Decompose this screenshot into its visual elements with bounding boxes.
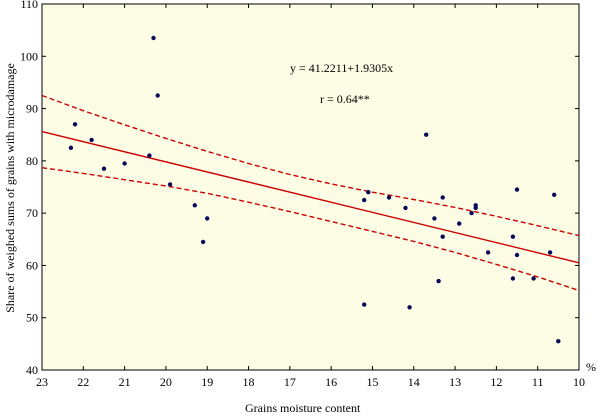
data-point [547, 250, 553, 255]
x-tick-label: 11 [532, 375, 544, 389]
data-point [440, 234, 445, 239]
regression-line-group [41, 130, 580, 264]
y-tick-label: 50 [26, 311, 38, 325]
x-tick-label: 14 [408, 375, 420, 389]
confidence-bands [41, 94, 580, 292]
data-point [366, 190, 371, 195]
correlation-label: r = 0.64** [320, 92, 370, 106]
x-tick-label: 12 [490, 375, 502, 389]
data-point [68, 145, 74, 150]
data-point [556, 339, 561, 344]
data-point [89, 137, 94, 143]
data-point [510, 276, 516, 281]
data-points [68, 35, 561, 344]
x-tick-label: 13 [449, 375, 461, 389]
x-tick-label: 21 [119, 375, 131, 389]
x-axis-title: Grains moisture content [245, 401, 361, 415]
x-tick-label: 22 [77, 375, 89, 389]
y-tick-label: 80 [26, 154, 38, 168]
x-tick-label: 18 [243, 375, 255, 389]
data-point [122, 161, 127, 166]
data-point [72, 122, 78, 127]
x-tick-label: 16 [325, 375, 337, 389]
data-point [531, 276, 536, 281]
x-tick-label: 20 [160, 375, 172, 389]
data-point [155, 93, 160, 98]
x-tick-label: 23 [36, 375, 48, 389]
y-tick-label: 70 [26, 206, 38, 220]
data-point [552, 192, 557, 197]
data-point [205, 216, 210, 221]
y-tick-label: 40 [26, 363, 38, 377]
data-point [432, 216, 437, 221]
x-axis-unit: % [586, 360, 596, 374]
data-point [436, 278, 441, 284]
axis-ticks: 23 22 21 20 19 18 17 16 15 14 13 12 11 10 40 50 60 70 80 90… [20, 0, 585, 389]
x-tick-label: 10 [573, 375, 585, 389]
data-point [101, 166, 107, 171]
data-point [362, 302, 367, 307]
y-tick-label: 90 [26, 102, 38, 116]
data-point [469, 210, 474, 216]
data-point [457, 221, 462, 226]
data-point [192, 203, 197, 208]
regression-line [41, 130, 580, 264]
data-point [485, 250, 491, 255]
data-point [403, 205, 408, 211]
confidence-lower-line [41, 167, 580, 292]
data-point [473, 203, 478, 208]
confidence-upper-line [41, 94, 580, 237]
data-point [167, 182, 173, 187]
x-tick-label: 19 [201, 375, 213, 389]
y-axis-title: Share of weighed sums of grains with mic… [3, 63, 17, 313]
plot-area [41, 3, 580, 371]
x-tick-label: 17 [284, 375, 296, 389]
data-point [440, 195, 445, 200]
data-point [407, 305, 412, 310]
y-tick-label: 110 [20, 0, 38, 11]
data-point [424, 132, 429, 137]
data-point [147, 153, 152, 158]
data-point [200, 239, 206, 245]
data-point [510, 234, 516, 239]
x-tick-label: 15 [366, 375, 378, 389]
data-point [362, 197, 367, 203]
y-tick-label: 60 [26, 258, 38, 272]
data-point [514, 252, 520, 258]
y-tick-label: 100 [20, 49, 38, 63]
data-point [514, 187, 520, 192]
data-point [386, 195, 392, 200]
data-point [151, 35, 156, 41]
regression-equation: y = 41.2211+1.9305x [290, 61, 393, 75]
